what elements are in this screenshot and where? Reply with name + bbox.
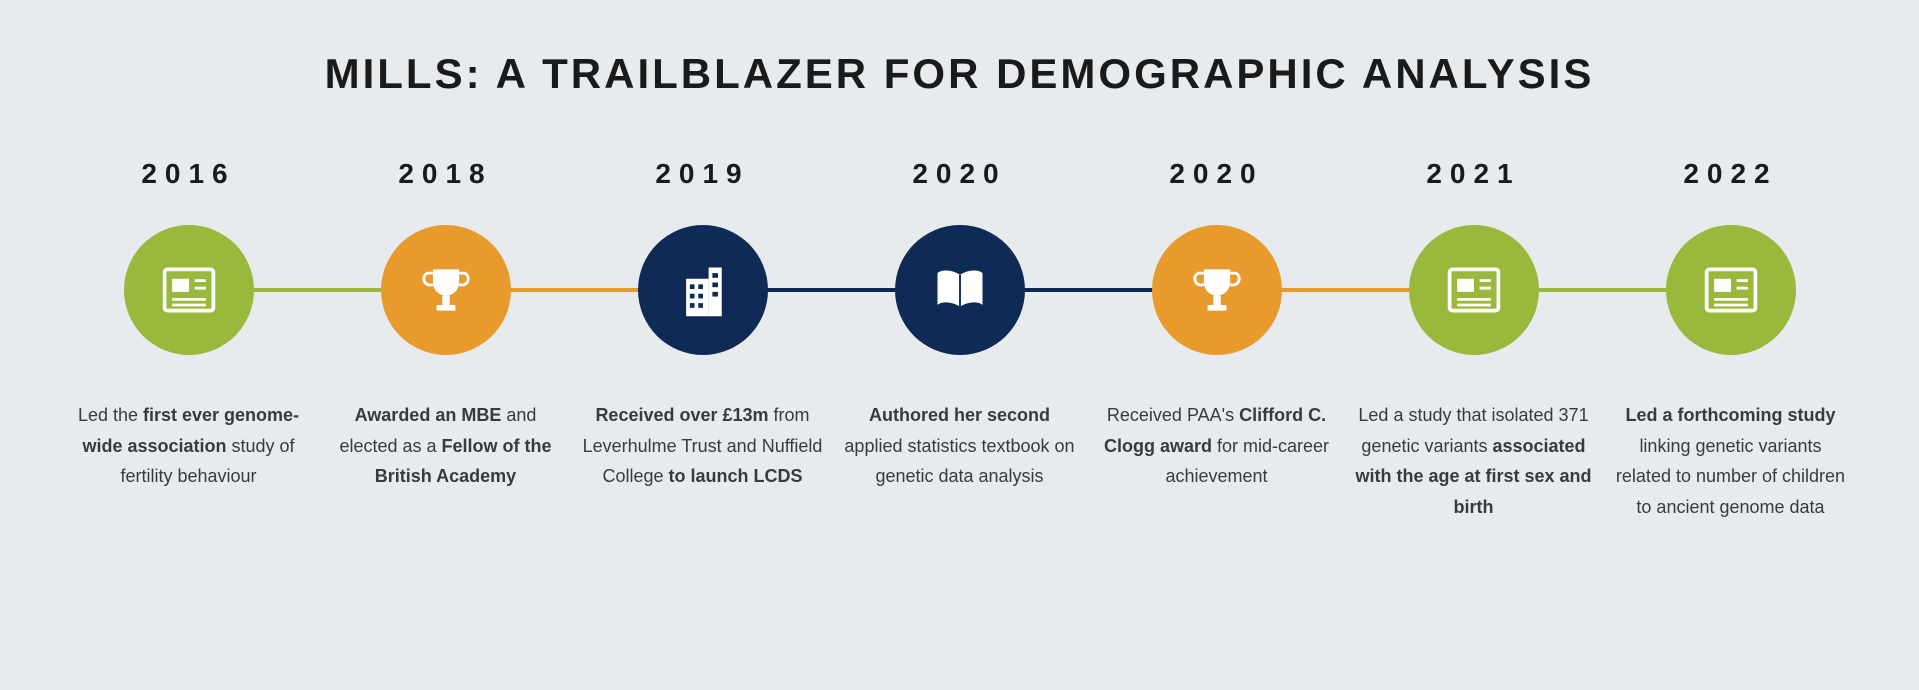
timeline: 2016 Led the first ever genome-wide assoc… <box>60 158 1859 522</box>
newspaper-icon <box>1409 225 1539 355</box>
timeline-item: 2018 Awarded an MBE and elected as a Fell… <box>317 158 574 522</box>
timeline-item: 2016 Led the first ever genome-wide assoc… <box>60 158 317 522</box>
timeline-item: 2022 Led a forthcoming study linking gene… <box>1602 158 1859 522</box>
book-icon <box>895 225 1025 355</box>
page-title: MILLS: A TRAILBLAZER FOR DEMOGRAPHIC ANA… <box>325 50 1595 98</box>
newspaper-icon <box>124 225 254 355</box>
timeline-description: Received PAA's Clifford C. Clogg award f… <box>1088 400 1345 492</box>
timeline-description: Led a study that isolated 371 genetic va… <box>1345 400 1602 522</box>
timeline-item: 2021 Led a study that isolated 371 geneti… <box>1345 158 1602 522</box>
timeline-description: Led the first ever genome-wide associati… <box>60 400 317 492</box>
timeline-year: 2020 <box>912 158 1006 190</box>
trophy-icon <box>1152 225 1282 355</box>
timeline-description: Received over £13m from Leverhulme Trust… <box>574 400 831 492</box>
timeline-year: 2020 <box>1169 158 1263 190</box>
timeline-year: 2018 <box>398 158 492 190</box>
timeline-description: Led a forthcoming study linking genetic … <box>1602 400 1859 522</box>
timeline-year: 2022 <box>1683 158 1777 190</box>
newspaper-icon <box>1666 225 1796 355</box>
timeline-item: 2020 Authored her second applied statisti… <box>831 158 1088 522</box>
timeline-description: Awarded an MBE and elected as a Fellow o… <box>317 400 574 492</box>
building-icon <box>638 225 768 355</box>
timeline-description: Authored her second applied statistics t… <box>831 400 1088 492</box>
timeline-year: 2016 <box>141 158 235 190</box>
timeline-year: 2021 <box>1426 158 1520 190</box>
timeline-year: 2019 <box>655 158 749 190</box>
timeline-item: 2019 Received over £13m from Leverhulme T… <box>574 158 831 522</box>
timeline-item: 2020 Received PAA's Clifford C. Clogg awa… <box>1088 158 1345 522</box>
trophy-icon <box>381 225 511 355</box>
